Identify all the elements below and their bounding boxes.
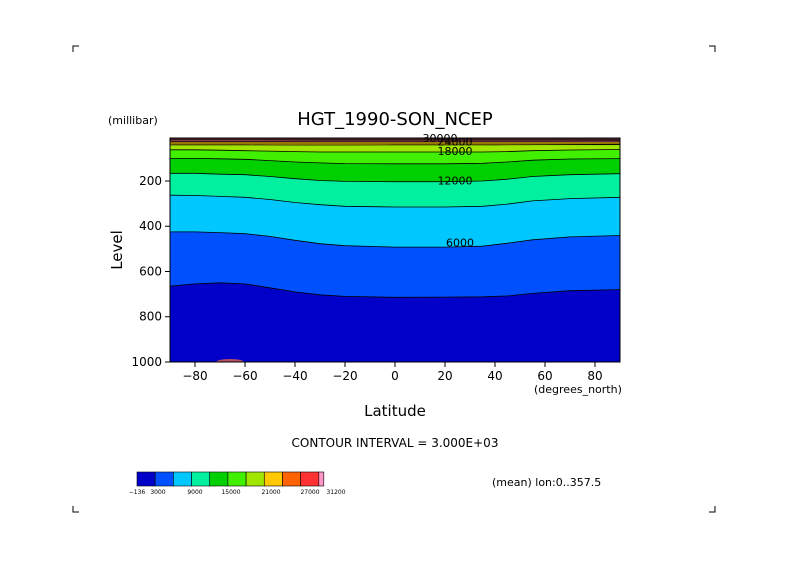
contour-line-3000 bbox=[170, 282, 620, 298]
contour-line-18000 bbox=[170, 149, 620, 153]
colorbar-tick-label: 31200 bbox=[326, 489, 345, 496]
x-tick-label: 80 bbox=[587, 369, 602, 383]
colorbar-swatch bbox=[300, 471, 320, 487]
x-tick-label: −80 bbox=[182, 369, 207, 383]
contour-label: 6000 bbox=[446, 237, 474, 250]
crop-marks bbox=[72, 45, 716, 513]
colorbar-swatch bbox=[318, 471, 325, 487]
colorbar-tick-label: 27000 bbox=[300, 489, 319, 496]
y-axis-label: Level bbox=[108, 230, 126, 270]
x-tick-label: 40 bbox=[487, 369, 502, 383]
contour-fills bbox=[170, 138, 620, 362]
y-units-label: (millibar) bbox=[108, 114, 158, 127]
x-axis-ticks: −80 −60 −40 −20 0 20 40 60 80 bbox=[182, 362, 603, 383]
contour-line-9000 bbox=[170, 194, 620, 208]
y-tick-label: 800 bbox=[139, 310, 162, 324]
contour-label: 12000 bbox=[438, 174, 473, 187]
colorbar-swatch bbox=[227, 471, 247, 487]
x-tick-label: −20 bbox=[332, 369, 357, 383]
y-axis-ticks: 200 400 600 800 1000 bbox=[131, 174, 170, 369]
colorbar-swatch bbox=[209, 471, 229, 487]
x-tick-label: 60 bbox=[537, 369, 552, 383]
colorbar-swatch bbox=[154, 471, 174, 487]
colorbar-swatch bbox=[173, 471, 192, 487]
chart-title: HGT_1990-SON_NCEP bbox=[297, 109, 493, 130]
x-tick-label: −40 bbox=[282, 369, 307, 383]
colorbar-swatch bbox=[191, 471, 211, 487]
x-units-label: (degrees_north) bbox=[534, 383, 622, 396]
y-tick-label: 600 bbox=[139, 264, 162, 278]
colorbar-tick-label: 9000 bbox=[187, 489, 202, 496]
colorbar-swatch bbox=[263, 471, 283, 487]
mean-longitude-label: (mean) lon:0..357.5 bbox=[492, 476, 601, 489]
x-tick-label: 20 bbox=[437, 369, 452, 383]
contour-interval-label: CONTOUR INTERVAL = 3.000E+03 bbox=[292, 436, 499, 450]
contour-label: 24000 bbox=[438, 135, 473, 148]
colorbar-tick-label: 15000 bbox=[221, 489, 240, 496]
y-tick-label: 400 bbox=[139, 219, 162, 233]
contour-line-15000 bbox=[170, 158, 620, 165]
x-axis-label: Latitude bbox=[364, 402, 426, 420]
colorbar-tick-label: −136 bbox=[129, 489, 146, 496]
y-tick-label: 1000 bbox=[131, 355, 162, 369]
y-tick-label: 200 bbox=[139, 174, 162, 188]
colorbar-swatch bbox=[136, 471, 156, 487]
x-tick-label: 0 bbox=[391, 369, 399, 383]
contour-line-6000 bbox=[170, 231, 620, 248]
contour-line-12000 bbox=[170, 172, 620, 183]
contour-lines bbox=[170, 138, 620, 298]
x-tick-label: −60 bbox=[232, 369, 257, 383]
contour-label: 18000 bbox=[438, 145, 473, 158]
colorbar-swatch bbox=[282, 471, 301, 487]
colorbar-swatch bbox=[245, 471, 265, 487]
colorbar-tick-label: 21000 bbox=[261, 489, 280, 496]
colorbar-tick-label: 3000 bbox=[150, 489, 165, 496]
surface-bump bbox=[216, 359, 244, 362]
colorbar: −136 3000 9000 15000 21000 27000 31200 bbox=[129, 471, 346, 496]
